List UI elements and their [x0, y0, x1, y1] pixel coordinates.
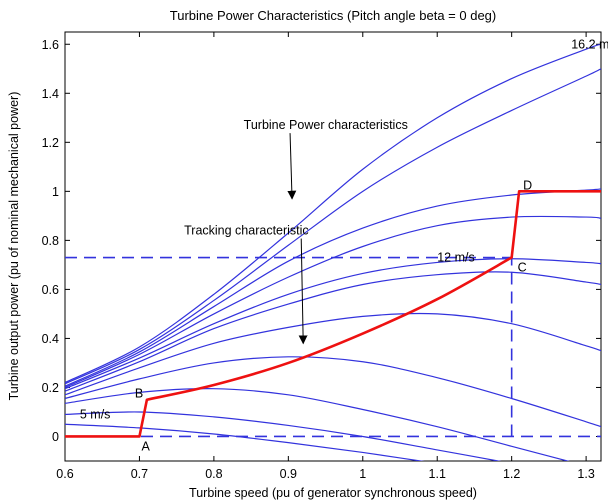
annotation-arrow	[298, 238, 308, 345]
reference-lines	[65, 256, 601, 438]
y-tick-label: 0.4	[42, 332, 59, 346]
y-tick-label: 0.6	[42, 283, 59, 297]
plot-area	[64, 31, 602, 462]
y-tick-label: 1	[52, 185, 59, 199]
x-axis-label: Turbine speed (pu of generator synchrono…	[189, 486, 477, 500]
x-tick-label: 0.6	[56, 467, 73, 481]
power-curve-1	[65, 423, 425, 461]
chart-title: Turbine Power Characteristics (Pitch ang…	[170, 8, 497, 23]
power-curve-4	[65, 356, 601, 428]
tracking-characteristic-line	[65, 190, 601, 438]
x-tick-label: 1.1	[429, 467, 446, 481]
y-axis-label: Turbine output power (pu of nominal mech…	[7, 92, 21, 401]
y-tick-label: 0	[52, 430, 59, 444]
y-tick-label: 0.8	[42, 234, 59, 248]
x-tick-label: 1.3	[577, 467, 594, 481]
axis-ticks: 0.6 0.7 0.8 0.9 1 1.1 1.2 1.3 0 0.2 0.4 0.6 0.8 1 1.2 1…	[42, 32, 601, 481]
annotation-label: Turbine Power characteristics	[244, 118, 408, 132]
x-tick-label: 1	[359, 467, 366, 481]
y-tick-label: 1.4	[42, 87, 59, 101]
x-tick-label: 0.7	[131, 467, 148, 481]
y-tick-label: 0.2	[42, 381, 59, 395]
annotation-label: 12 m/s	[437, 251, 475, 265]
point-label-d: D	[523, 178, 532, 192]
annotation-arrow	[287, 133, 297, 200]
point-label-c: C	[518, 261, 527, 275]
x-tick-label: 0.8	[205, 467, 222, 481]
point-label-a: A	[141, 439, 150, 453]
y-tick-label: 1.2	[42, 136, 59, 150]
tracking-curve-group	[65, 190, 601, 438]
power-curve-8	[65, 215, 601, 389]
point-label-b: B	[135, 387, 143, 401]
power-curve-2	[65, 411, 502, 461]
power-curve-6	[65, 271, 601, 392]
power-curve-10	[65, 68, 601, 385]
annotation-label: Tracking characteristic	[184, 224, 309, 238]
power-curve-7	[65, 258, 601, 390]
annotation-label: 5 m/s	[80, 407, 111, 421]
x-tick-label: 0.9	[280, 467, 297, 481]
y-tick-label: 1.6	[42, 38, 59, 52]
power-curve-11	[65, 43, 601, 384]
power-curve-3	[65, 388, 570, 461]
x-tick-label: 1.2	[503, 467, 520, 481]
power-curves	[65, 43, 601, 461]
annotation-label: 16.2 m/s	[571, 37, 608, 51]
power-curve-5	[65, 312, 601, 396]
annotations: 16.2 m/s 12 m/s 5 m/s Turbine Power charact…	[80, 37, 608, 453]
